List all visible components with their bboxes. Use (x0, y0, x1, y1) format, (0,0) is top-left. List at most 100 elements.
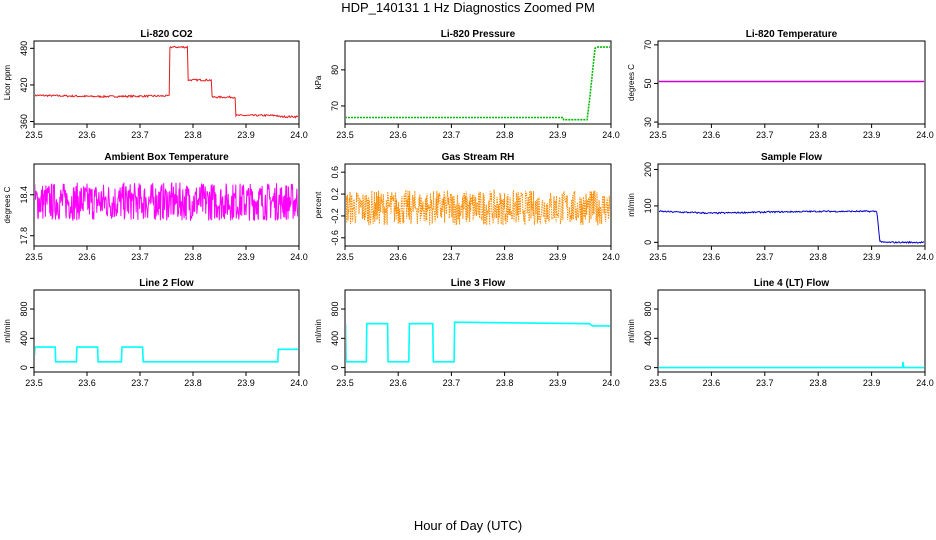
x-tick-label: 24.0 (602, 378, 620, 388)
y-tick-label: 50 (643, 78, 653, 88)
panel-9: Line 4 (LT) Flow 23.5 23.6 23.7 23.8 23.9 24.0… (627, 278, 934, 388)
panel-8: Line 3 Flow 23.5 23.6 23.7 23.8 23.9 24.0 0 400 8… (314, 278, 620, 388)
y-tick-label: 420 (19, 77, 29, 92)
y-tick-label: 800 (330, 302, 340, 317)
y-tick-label: 0 (19, 365, 29, 370)
y-tick-label: 0 (643, 365, 653, 370)
series-line-Line2 (35, 346, 298, 363)
x-tick-label: 23.8 (809, 252, 827, 262)
panel-5: Gas Stream RH 23.5 23.6 23.7 23.8 23.9 24.0 -0.… (314, 152, 620, 262)
x-tick-label: 23.6 (389, 378, 407, 388)
x-tick-label: 23.8 (184, 378, 202, 388)
y-tick-label: 18.4 (19, 186, 29, 204)
x-tick-label: 24.0 (602, 130, 620, 140)
x-tick-label: 23.7 (756, 130, 774, 140)
y-tick-label: 0 (330, 365, 340, 370)
plot-frame (344, 289, 612, 373)
y-tick-label: 200 (643, 162, 653, 177)
plot-frame (657, 163, 926, 247)
x-tick-label: 24.0 (290, 130, 308, 140)
y-tick-label: 100 (643, 198, 653, 213)
x-tick-label: 24.0 (916, 378, 934, 388)
x-tick-label: 24.0 (290, 252, 308, 262)
chart-x-axis-label: Hour of Day (UTC) (413, 518, 523, 533)
x-tick-label: 23.5 (649, 130, 667, 140)
x-tick-label: 23.7 (131, 130, 149, 140)
series-line-Line3 (346, 321, 610, 363)
x-tick-label: 23.7 (443, 252, 461, 262)
y-tick-label: 0 (643, 240, 653, 245)
x-tick-label: 23.6 (78, 130, 96, 140)
y-tick-label: 70 (330, 101, 340, 111)
panel-title: Line 3 Flow (451, 278, 506, 289)
chart-main-title: HDP_140131 1 Hz Diagnostics Zoomed PM (341, 0, 595, 15)
x-tick-label: 23.6 (703, 130, 721, 140)
panel-title: Ambient Box Temperature (104, 152, 229, 163)
y-tick-label: -0.6 (330, 230, 340, 246)
x-tick-label: 23.7 (756, 252, 774, 262)
panel-7: Line 2 Flow 23.5 23.6 23.7 23.8 23.9 24.0 0 400 8… (3, 278, 308, 388)
y-tick-label: 17.8 (19, 227, 29, 245)
y-tick-label: 400 (19, 331, 29, 346)
plot-frame (33, 40, 300, 125)
x-tick-label: 23.5 (649, 378, 667, 388)
panel-3: Li-820 Temperature 23.5 23.6 23.7 23.8 23.9 24… (627, 29, 934, 140)
x-tick-label: 23.5 (336, 378, 354, 388)
y-axis-label: Licor ppm (3, 65, 12, 100)
y-tick-label: 30 (643, 117, 653, 127)
panel-4: Ambient Box Temperature 23.5 23.6 23.7 23.8 2… (3, 152, 308, 262)
y-axis-label: ml/min (314, 319, 323, 343)
y-tick-label: 480 (19, 41, 29, 56)
y-tick-label: 0.2 (330, 188, 340, 201)
panel-6: Sample Flow 23.5 23.6 23.7 23.8 23.9 24.0 0 100 2… (627, 152, 934, 262)
x-tick-label: 23.9 (863, 252, 881, 262)
y-tick-label: 800 (643, 302, 653, 317)
x-tick-label: 23.6 (389, 130, 407, 140)
y-axis-label: kPa (314, 75, 323, 89)
x-tick-label: 23.7 (443, 130, 461, 140)
x-tick-label: 23.9 (549, 130, 567, 140)
x-tick-label: 23.5 (336, 130, 354, 140)
x-tick-label: 23.7 (443, 378, 461, 388)
series-line-Line4 (659, 361, 924, 369)
panel-title: Li-820 CO2 (140, 29, 193, 40)
x-tick-label: 23.9 (237, 130, 255, 140)
x-tick-label: 23.5 (25, 130, 43, 140)
x-tick-label: 23.9 (237, 252, 255, 262)
plot-frame (33, 163, 300, 247)
y-tick-label: 800 (19, 302, 29, 317)
y-tick-label: 70 (643, 40, 653, 50)
y-axis-label: ml/min (627, 193, 636, 217)
x-tick-label: 23.5 (336, 252, 354, 262)
x-tick-label: 23.9 (549, 378, 567, 388)
x-tick-label: 23.7 (131, 252, 149, 262)
x-tick-label: 23.6 (78, 378, 96, 388)
x-tick-label: 23.5 (25, 252, 43, 262)
x-tick-label: 23.8 (809, 130, 827, 140)
series-line-CO2 (35, 45, 298, 119)
y-axis-label: degrees C (3, 186, 12, 223)
x-tick-label: 23.9 (863, 130, 881, 140)
series-line-SampleFlow (659, 209, 924, 245)
panel-title: Sample Flow (761, 152, 822, 163)
y-tick-label: -0.2 (330, 208, 340, 224)
panel-title: Li-820 Pressure (441, 29, 516, 40)
plot-frame (657, 289, 926, 373)
x-tick-label: 23.8 (184, 252, 202, 262)
series-line-RH (346, 189, 610, 226)
panel-title: Line 2 Flow (139, 278, 194, 289)
panel-title: Gas Stream RH (442, 152, 515, 163)
y-tick-label: 80 (330, 65, 340, 75)
y-axis-label: percent (314, 191, 323, 218)
y-tick-label: 360 (19, 114, 29, 129)
x-tick-label: 23.6 (703, 378, 721, 388)
plot-frame (33, 289, 300, 373)
x-tick-label: 23.7 (756, 378, 774, 388)
x-tick-label: 23.8 (184, 130, 202, 140)
x-tick-label: 24.0 (602, 252, 620, 262)
panel-1: Li-820 CO2 23.5 23.6 23.7 23.8 23.9 24.0 360 420… (3, 29, 308, 140)
plot-frame (344, 163, 612, 247)
x-tick-label: 23.8 (809, 378, 827, 388)
x-tick-label: 23.8 (496, 378, 514, 388)
